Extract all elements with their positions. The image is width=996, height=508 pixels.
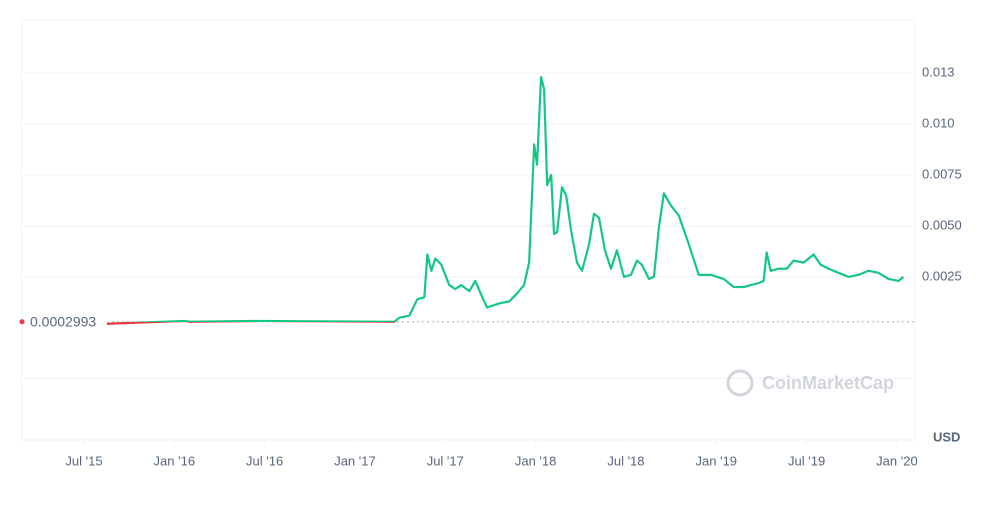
x-tick-label: Jul '16 xyxy=(246,453,283,468)
x-tick-label: Jul '18 xyxy=(607,453,644,468)
x-tick-label: Jan '16 xyxy=(154,453,196,468)
price-line xyxy=(106,75,905,325)
currency-label: USD xyxy=(933,429,960,444)
x-tick-label: Jan '19 xyxy=(696,453,738,468)
y-tick-label: 0.010 xyxy=(922,115,955,130)
watermark: CoinMarketCap xyxy=(726,369,894,397)
y-tick-label: 0.0025 xyxy=(922,268,962,283)
x-tick-label: Jan '20 xyxy=(876,453,918,468)
x-tick-label: Jul '17 xyxy=(427,453,464,468)
y-tick-label: 0.0075 xyxy=(922,166,962,181)
watermark-text: CoinMarketCap xyxy=(762,373,894,393)
baseline-label-bg xyxy=(26,312,108,331)
baseline-dot xyxy=(19,319,25,325)
y-tick-label: 0.0050 xyxy=(922,217,962,232)
baseline-label: 0.0002993 xyxy=(30,313,96,329)
x-tick-label: Jul '15 xyxy=(65,453,102,468)
x-tick-label: Jul '19 xyxy=(788,453,825,468)
y-tick-label: 0.013 xyxy=(922,64,955,79)
x-tick-label: Jan '18 xyxy=(515,453,557,468)
watermark-logo xyxy=(726,369,754,397)
x-tick-label: Jan '17 xyxy=(334,453,376,468)
